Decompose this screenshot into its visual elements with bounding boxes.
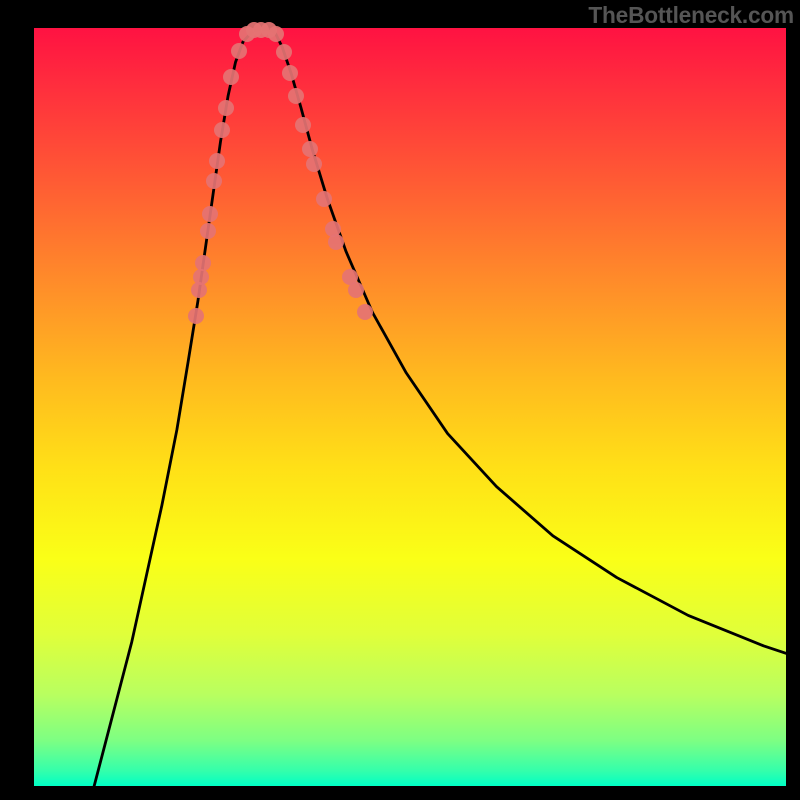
scatter-point [288, 88, 304, 104]
scatter-point [276, 44, 292, 60]
curve-layer [34, 28, 786, 786]
chart-frame: TheBottleneck.com [0, 0, 800, 800]
scatter-point [188, 308, 204, 324]
scatter-point [218, 100, 234, 116]
scatter-point [348, 282, 364, 298]
scatter-point [231, 43, 247, 59]
scatter-point [328, 234, 344, 250]
curve-left [94, 32, 252, 786]
scatter-point [316, 191, 332, 207]
watermark-text: TheBottleneck.com [588, 2, 794, 29]
scatter-point [193, 269, 209, 285]
scatter-point [200, 223, 216, 239]
curve-right [275, 32, 786, 654]
scatter-point [202, 206, 218, 222]
plot-area [34, 28, 786, 786]
